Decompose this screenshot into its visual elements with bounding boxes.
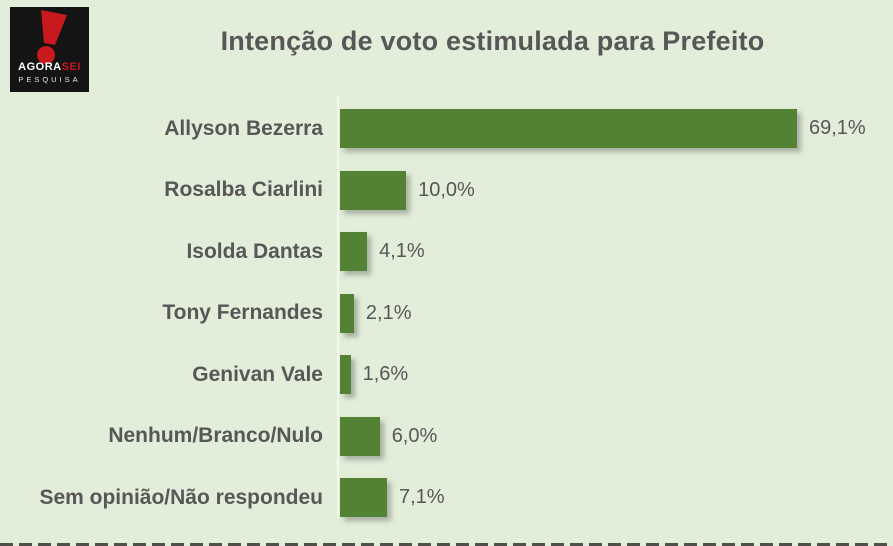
chart-row: Isolda Dantas 4,1% <box>0 221 893 283</box>
bottom-dashed-divider <box>0 543 893 546</box>
logo-brand-sei: SEI <box>61 61 81 73</box>
chart-row: Sem opinião/Não respondeu 7,1% <box>0 467 893 529</box>
value-label: 10,0% <box>418 178 475 201</box>
bar <box>340 170 407 210</box>
agora-sei-logo: AGORASEI PESQUISA <box>10 7 89 92</box>
chart-rows: Allyson Bezerra 69,1% Rosalba Ciarlini 10,0… <box>0 98 893 529</box>
axis-line <box>337 95 339 517</box>
bar <box>340 232 368 272</box>
category-label: Genivan Vale <box>192 362 323 386</box>
bar <box>340 355 351 395</box>
value-label: 4,1% <box>379 240 425 263</box>
chart-row: Tony Fernandes 2,1% <box>0 283 893 345</box>
value-label: 7,1% <box>399 486 445 509</box>
category-label: Tony Fernandes <box>162 301 323 325</box>
category-label: Isolda Dantas <box>186 239 323 263</box>
category-label: Nenhum/Branco/Nulo <box>108 424 323 448</box>
logo-brand-text: AGORASEI <box>18 62 81 73</box>
bar-track: 10,0% <box>337 170 893 210</box>
logo-subtitle: PESQUISA <box>18 75 81 84</box>
value-label: 69,1% <box>809 117 866 140</box>
chart-title: Intenção de voto estimulada para Prefeit… <box>220 26 765 56</box>
bar-track: 7,1% <box>337 478 893 518</box>
bar-track: 1,6% <box>337 355 893 395</box>
category-label: Allyson Bezerra <box>164 116 323 140</box>
bar <box>340 109 797 149</box>
chart-row: Genivan Vale 1,6% <box>0 344 893 406</box>
bar <box>340 478 387 518</box>
value-label: 1,6% <box>362 363 409 386</box>
chart-row: Allyson Bezerra 69,1% <box>0 98 893 160</box>
bar-track: 6,0% <box>337 416 893 456</box>
chart-row: Rosalba Ciarlini 10,0% <box>0 160 893 222</box>
category-label: Rosalba Ciarlini <box>164 178 323 202</box>
bar <box>340 293 354 333</box>
value-label: 2,1% <box>365 301 412 324</box>
value-label: 6,0% <box>391 424 438 447</box>
bar <box>340 416 380 456</box>
category-label: Sem opinião/Não respondeu <box>39 485 323 509</box>
bar-track: 4,1% <box>337 232 893 272</box>
exclamation-icon <box>37 10 67 64</box>
logo-brand-agora: AGORA <box>18 61 62 73</box>
chart-row: Nenhum/Branco/Nulo 6,0% <box>0 406 893 468</box>
bar-track: 69,1% <box>337 109 893 149</box>
bar-track: 2,1% <box>337 293 893 333</box>
